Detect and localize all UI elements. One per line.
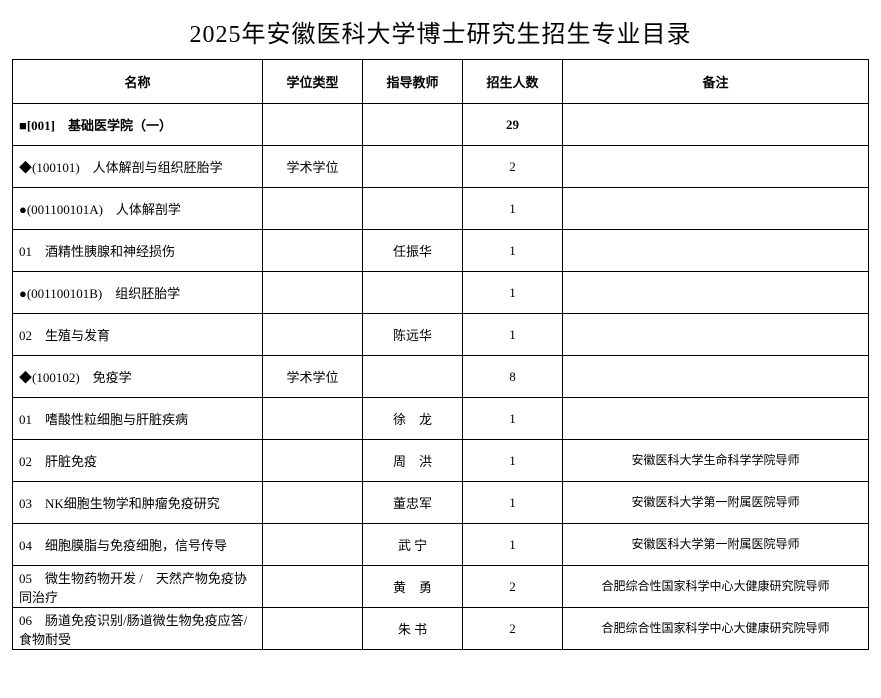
cell-degree: 学术学位	[263, 356, 363, 398]
cell-count: 1	[463, 524, 563, 566]
cell-count: 1	[463, 272, 563, 314]
cell-advisor	[363, 272, 463, 314]
catalog-table: 名称 学位类型 指导教师 招生人数 备注 ■[001] 基础医学院（一）29◆(…	[12, 59, 869, 650]
cell-degree	[263, 272, 363, 314]
cell-name: ■[001] 基础医学院（一）	[13, 104, 263, 146]
table-row: 02 肝脏免疫 周 洪1安徽医科大学生命科学学院导师	[13, 440, 869, 482]
table-row: ●(001100101B) 组织胚胎学 1	[13, 272, 869, 314]
cell-degree	[263, 398, 363, 440]
cell-advisor: 陈远华	[363, 314, 463, 356]
table-row: ●(001100101A) 人体解剖学 1	[13, 188, 869, 230]
cell-remark	[563, 146, 869, 188]
table-row: 01 酒精性胰腺和神经损伤 任振华1	[13, 230, 869, 272]
cell-advisor: 周 洪	[363, 440, 463, 482]
cell-degree	[263, 230, 363, 272]
table-row: 02 生殖与发育 陈远华1	[13, 314, 869, 356]
cell-count: 1	[463, 482, 563, 524]
cell-advisor: 黄 勇	[363, 566, 463, 608]
col-header-advisor: 指导教师	[363, 60, 463, 104]
cell-remark	[563, 272, 869, 314]
cell-remark	[563, 104, 869, 146]
cell-advisor	[363, 188, 463, 230]
cell-remark: 安徽医科大学生命科学学院导师	[563, 440, 869, 482]
cell-remark	[563, 230, 869, 272]
col-header-degree: 学位类型	[263, 60, 363, 104]
cell-degree	[263, 314, 363, 356]
cell-count: 1	[463, 188, 563, 230]
cell-advisor: 武 宁	[363, 524, 463, 566]
cell-count: 2	[463, 146, 563, 188]
cell-name: 06 肠道免疫识别/肠道微生物免疫应答/食物耐受	[13, 608, 263, 650]
col-header-name: 名称	[13, 60, 263, 104]
cell-remark: 合肥综合性国家科学中心大健康研究院导师	[563, 566, 869, 608]
cell-name: 01 酒精性胰腺和神经损伤	[13, 230, 263, 272]
cell-degree	[263, 608, 363, 650]
table-row: 03 NK细胞生物学和肿瘤免疫研究 董忠军1安徽医科大学第一附属医院导师	[13, 482, 869, 524]
cell-advisor	[363, 104, 463, 146]
cell-name: 02 生殖与发育	[13, 314, 263, 356]
cell-advisor	[363, 356, 463, 398]
col-header-count: 招生人数	[463, 60, 563, 104]
cell-count: 8	[463, 356, 563, 398]
table-row: ◆(100101) 人体解剖与组织胚胎学学术学位 2	[13, 146, 869, 188]
cell-count: 2	[463, 566, 563, 608]
cell-name: 03 NK细胞生物学和肿瘤免疫研究	[13, 482, 263, 524]
cell-degree	[263, 566, 363, 608]
cell-advisor: 董忠军	[363, 482, 463, 524]
cell-remark: 安徽医科大学第一附属医院导师	[563, 482, 869, 524]
table-row: 05 微生物药物开发 / 天然产物免疫协同治疗 黄 勇2合肥综合性国家科学中心大健…	[13, 566, 869, 608]
cell-remark: 安徽医科大学第一附属医院导师	[563, 524, 869, 566]
cell-advisor	[363, 146, 463, 188]
cell-degree	[263, 440, 363, 482]
cell-name: ●(001100101B) 组织胚胎学	[13, 272, 263, 314]
cell-name: ◆(100101) 人体解剖与组织胚胎学	[13, 146, 263, 188]
cell-name: 01 嗜酸性粒细胞与肝脏疾病	[13, 398, 263, 440]
cell-name: 02 肝脏免疫	[13, 440, 263, 482]
cell-degree	[263, 104, 363, 146]
page-title: 2025年安徽医科大学博士研究生招生专业目录	[12, 14, 869, 49]
cell-remark	[563, 314, 869, 356]
table-row: ◆(100102) 免疫学学术学位 8	[13, 356, 869, 398]
cell-degree	[263, 524, 363, 566]
cell-count: 1	[463, 230, 563, 272]
table-row: 01 嗜酸性粒细胞与肝脏疾病 徐 龙1	[13, 398, 869, 440]
cell-remark	[563, 356, 869, 398]
table-row: 04 细胞膜脂与免疫细胞，信号传导 武 宁1安徽医科大学第一附属医院导师	[13, 524, 869, 566]
table-header-row: 名称 学位类型 指导教师 招生人数 备注	[13, 60, 869, 104]
table-row: 06 肠道免疫识别/肠道微生物免疫应答/食物耐受 朱 书2合肥综合性国家科学中心大…	[13, 608, 869, 650]
cell-remark: 合肥综合性国家科学中心大健康研究院导师	[563, 608, 869, 650]
cell-degree: 学术学位	[263, 146, 363, 188]
cell-degree	[263, 188, 363, 230]
cell-remark	[563, 398, 869, 440]
cell-count: 1	[463, 440, 563, 482]
cell-advisor: 朱 书	[363, 608, 463, 650]
cell-advisor: 任振华	[363, 230, 463, 272]
cell-advisor: 徐 龙	[363, 398, 463, 440]
cell-name: ◆(100102) 免疫学	[13, 356, 263, 398]
col-header-remark: 备注	[563, 60, 869, 104]
cell-count: 1	[463, 314, 563, 356]
cell-count: 29	[463, 104, 563, 146]
cell-count: 2	[463, 608, 563, 650]
cell-name: ●(001100101A) 人体解剖学	[13, 188, 263, 230]
cell-remark	[563, 188, 869, 230]
cell-degree	[263, 482, 363, 524]
cell-count: 1	[463, 398, 563, 440]
table-row: ■[001] 基础医学院（一） 29	[13, 104, 869, 146]
cell-name: 05 微生物药物开发 / 天然产物免疫协同治疗	[13, 566, 263, 608]
cell-name: 04 细胞膜脂与免疫细胞，信号传导	[13, 524, 263, 566]
